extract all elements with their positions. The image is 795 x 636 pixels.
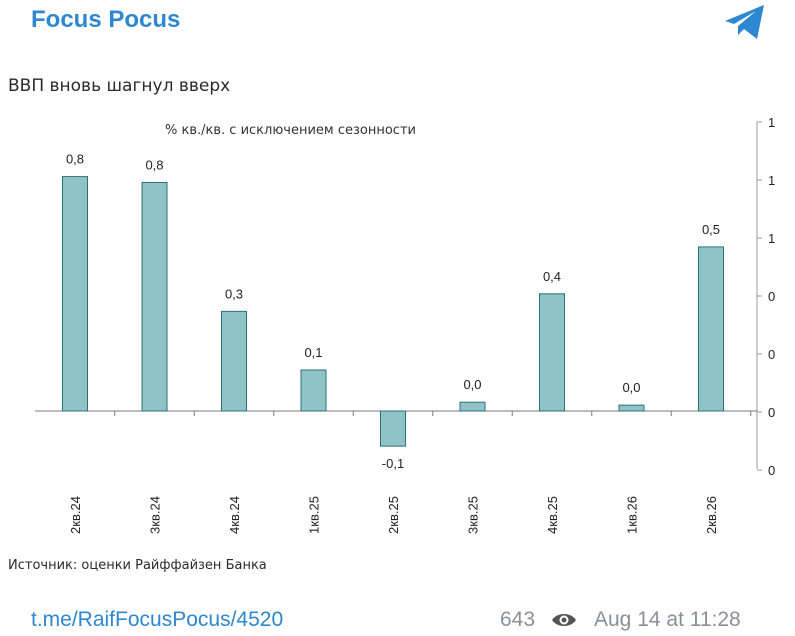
bar-1 [141, 181, 168, 412]
category-label-8: 2кв.26 [704, 496, 719, 534]
y-tick-label-3: 0 [768, 289, 775, 304]
post-date: Aug 14 at 11:28 [594, 608, 741, 631]
category-label-3: 1кв.25 [307, 496, 322, 534]
bar-4 [380, 410, 406, 447]
post-header: Focus Pocus [0, 0, 795, 44]
y-tick-label-2: 1 [768, 231, 775, 246]
bar-0 [62, 176, 88, 412]
eye-icon [552, 614, 576, 626]
category-label-5: 3кв.25 [466, 496, 481, 534]
channel-title[interactable]: Focus Pocus [31, 6, 181, 33]
category-label-1: 3кв.24 [148, 496, 163, 534]
chart-source: Источник: оценки Райффайзен Банка [8, 558, 267, 573]
bar-2 [221, 310, 247, 412]
y-tick-label-0: 1 [768, 115, 775, 130]
data-label-6: 0,4 [543, 269, 561, 284]
y-tick-label-1: 1 [768, 173, 775, 188]
y-tick-label-6: 0 [768, 463, 775, 478]
data-label-7: 0,0 [622, 380, 640, 395]
category-label-6: 4кв.25 [545, 496, 560, 534]
data-label-8: 0,5 [702, 222, 720, 237]
data-label-1: 0,8 [145, 157, 163, 172]
category-label-2: 4кв.24 [227, 496, 242, 534]
data-label-3: 0,1 [304, 345, 322, 360]
bar-6 [539, 293, 565, 412]
data-label-2: 0,3 [225, 286, 243, 301]
y-tick-label-5: 0 [768, 405, 775, 420]
chart-subtitle: % кв./кв. с исключением сезонности [165, 123, 416, 138]
view-count: 643 [500, 608, 536, 631]
data-label-0: 0,8 [66, 152, 84, 167]
bar-8 [698, 246, 724, 412]
data-labels: 0,8 0,8 0,3 0,1 -0,1 0,0 0,4 0,0 0,5 [66, 152, 720, 472]
bar-3 [300, 369, 327, 412]
bar-5 [459, 401, 486, 412]
gdp-bar-chart: ВВП вновь шагнул вверх % кв./кв. с исклю… [8, 76, 775, 573]
data-label-5: 0,0 [463, 377, 481, 392]
category-label-7: 1кв.26 [625, 496, 640, 534]
y-tick-label-4: 0 [768, 347, 775, 362]
chart-title: ВВП вновь шагнул вверх [8, 76, 230, 96]
post-footer: t.me/RaifFocusPocus/4520 643 Aug 14 at 1… [0, 598, 795, 636]
category-label-4: 2кв.25 [386, 496, 401, 534]
data-label-4: -0,1 [382, 456, 404, 471]
category-label-0: 2кв.24 [68, 496, 83, 534]
post-link[interactable]: t.me/RaifFocusPocus/4520 [31, 608, 284, 631]
category-labels: 2кв.24 3кв.24 4кв.24 1кв.25 2кв.25 3кв.25 4кв.… [68, 496, 719, 534]
telegram-send-icon[interactable] [722, 2, 768, 42]
right-axis-ticks: 1 1 1 0 0 0 0 [114, 115, 775, 478]
bars [62, 176, 724, 447]
bar-7 [618, 404, 645, 412]
